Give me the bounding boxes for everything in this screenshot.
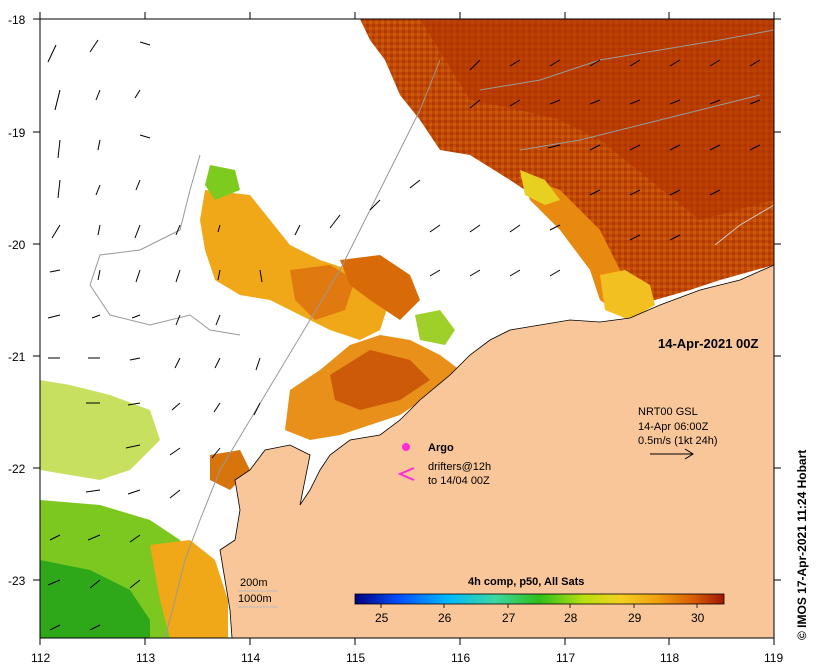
date-label: 14-Apr-2021 00Z xyxy=(658,336,758,351)
colorbar xyxy=(354,593,725,605)
drifters-label-2: to 14/04 00Z xyxy=(428,475,490,487)
lat-tick-23: -23 xyxy=(8,574,26,588)
sst-southwest-deep xyxy=(40,560,150,638)
colorbar-tick-25: 25 xyxy=(375,611,389,625)
lat-tick-18: -18 xyxy=(8,13,26,27)
colorbar-tick-30: 30 xyxy=(691,611,705,625)
lat-tick-19: -19 xyxy=(8,126,26,140)
colorbar-tick-29: 29 xyxy=(628,611,642,625)
drifter-marker xyxy=(397,467,415,481)
drifters-label-1: drifters@12h xyxy=(428,461,491,473)
colorbar-title: 4h comp, p50, All Sats xyxy=(468,576,584,588)
lon-tick-114: 114 xyxy=(241,651,260,665)
isobath-200-label: 200m xyxy=(240,577,268,589)
current-legend-line2: 14-Apr 06:00Z xyxy=(638,421,709,433)
colorbar-tick-28: 28 xyxy=(564,611,578,625)
isobath-land xyxy=(714,204,775,246)
colorbar-ticks xyxy=(380,604,698,608)
sst-central-orange xyxy=(290,265,355,320)
isobath-shelf xyxy=(479,29,775,91)
lon-tick-119: 119 xyxy=(764,651,783,665)
lat-tick-21: -21 xyxy=(8,350,26,364)
sst-yellow-spot xyxy=(600,270,655,320)
lat-axis xyxy=(33,18,781,581)
isobath-200 xyxy=(89,154,241,336)
current-legend-line3: 0.5m/s (1kt 24h) xyxy=(638,435,717,447)
lon-tick-115: 115 xyxy=(346,651,365,665)
sst-coastal-patch xyxy=(340,255,420,320)
land xyxy=(219,264,775,639)
current-legend-line1: NRT00 GSL xyxy=(638,406,698,418)
isobath-1000 xyxy=(164,59,441,639)
lon-tick-113: 113 xyxy=(136,651,155,665)
colorbar-tick-26: 26 xyxy=(438,611,452,625)
isobath-1000-label: 1000m xyxy=(238,593,272,605)
sst-green-spots xyxy=(415,310,455,345)
lat-tick-20: -20 xyxy=(8,238,26,252)
isobath-inner xyxy=(519,94,761,151)
current-vectors xyxy=(47,39,761,631)
lat-tick-22: -22 xyxy=(8,462,26,476)
sst-yellow-band xyxy=(520,170,560,205)
lon-tick-112: 112 xyxy=(31,651,50,665)
lon-tick-118: 118 xyxy=(660,651,679,665)
credit: © IMOS 17-Apr-2021 11:24 Hobart xyxy=(795,450,809,640)
sst-south-dark xyxy=(330,350,430,410)
argo-label: Argo xyxy=(428,442,454,454)
lon-axis xyxy=(39,12,775,645)
current-scale-arrow xyxy=(650,448,694,460)
plot-area: 14-Apr-2021 00Z NRT00 GSL 14-Apr 06:00Z … xyxy=(39,18,775,639)
sst-southwest-warm xyxy=(150,540,228,638)
colorbar-tick-27: 27 xyxy=(502,611,516,625)
lon-tick-117: 117 xyxy=(556,651,575,665)
lon-tick-116: 116 xyxy=(451,651,470,665)
sst-hot-inner xyxy=(420,19,774,220)
sst-north-green xyxy=(205,165,240,200)
argo-marker xyxy=(402,443,410,451)
